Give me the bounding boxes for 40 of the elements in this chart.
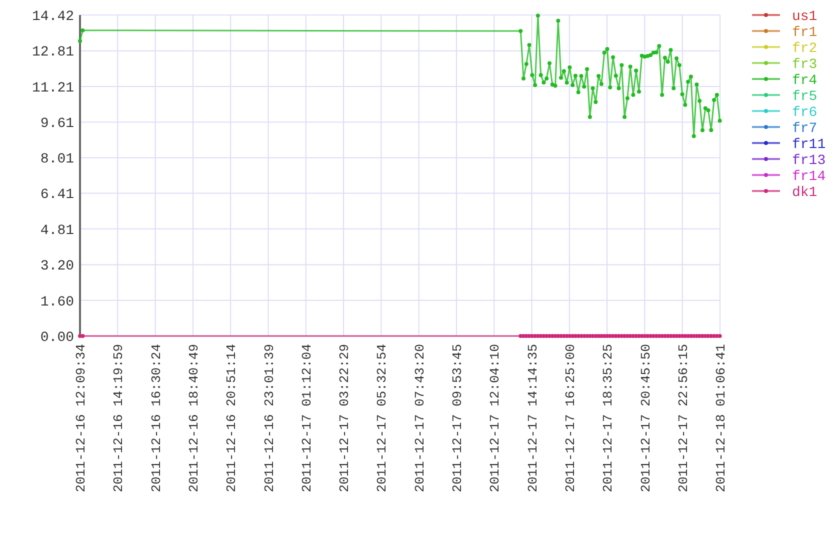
x-tick-label: 2011-12-17 05:32:54: [374, 344, 390, 492]
x-tick-label: 2011-12-18 01:06:41: [714, 344, 729, 492]
x-tick-label: 2011-12-17 01:12:04: [299, 344, 314, 492]
x-tick-label: 2011-12-16 20:51:14: [224, 344, 240, 492]
legend-label: fr6: [792, 104, 818, 121]
x-tick-label: 2011-12-17 14:14:35: [525, 344, 540, 492]
x-tick-label: 2011-12-17 12:04:10: [488, 344, 503, 492]
x-tick-label: 2011-12-17 07:43:20: [412, 344, 428, 492]
legend-label: fr3: [792, 56, 818, 73]
y-tick-label: 11.21: [32, 80, 74, 96]
legend-label: fr4: [792, 72, 818, 89]
x-tick-label: 2011-12-17 22:56:15: [676, 344, 691, 492]
legend-label: dk1: [792, 184, 818, 201]
x-tick-label: 2011-12-16 18:40:49: [186, 344, 202, 492]
y-tick-label: 8.01: [40, 152, 74, 168]
legend-label: us1: [792, 8, 818, 25]
x-tick-label: 2011-12-16 23:01:39: [262, 344, 277, 492]
legend-label: fr7: [792, 120, 818, 137]
legend-label: fr2: [792, 40, 818, 57]
x-tick-label: 2011-12-16 16:30:24: [148, 344, 164, 492]
y-tick-label: 9.61: [40, 116, 74, 132]
y-tick-label: 3.20: [40, 258, 74, 275]
legend-label: fr13: [792, 152, 826, 169]
y-tick-label: 0.00: [40, 330, 74, 346]
x-tick-label: 2011-12-16 12:09:34: [74, 344, 89, 492]
x-tick-label: 2011-12-17 16:25:00: [562, 344, 578, 492]
y-tick-label: 12.81: [32, 44, 74, 61]
x-tick-label: 2011-12-17 09:53:45: [450, 344, 466, 492]
y-tick-label: 1.60: [40, 294, 74, 310]
y-tick-label: 14.42: [32, 8, 74, 25]
legend-label: fr1: [792, 24, 818, 41]
y-tick-label: 4.81: [40, 222, 74, 239]
x-tick-label: 2011-12-17 03:22:29: [337, 344, 352, 492]
x-tick-label: 2011-12-16 14:19:59: [111, 344, 126, 492]
legend-label: fr14: [792, 168, 826, 185]
legend-label: fr11: [792, 136, 826, 153]
x-tick-label: 2011-12-17 18:35:25: [600, 344, 616, 492]
legend-label: fr5: [792, 88, 818, 105]
y-tick-label: 6.41: [40, 187, 74, 204]
x-tick-label: 2011-12-17 20:45:50: [638, 344, 654, 492]
